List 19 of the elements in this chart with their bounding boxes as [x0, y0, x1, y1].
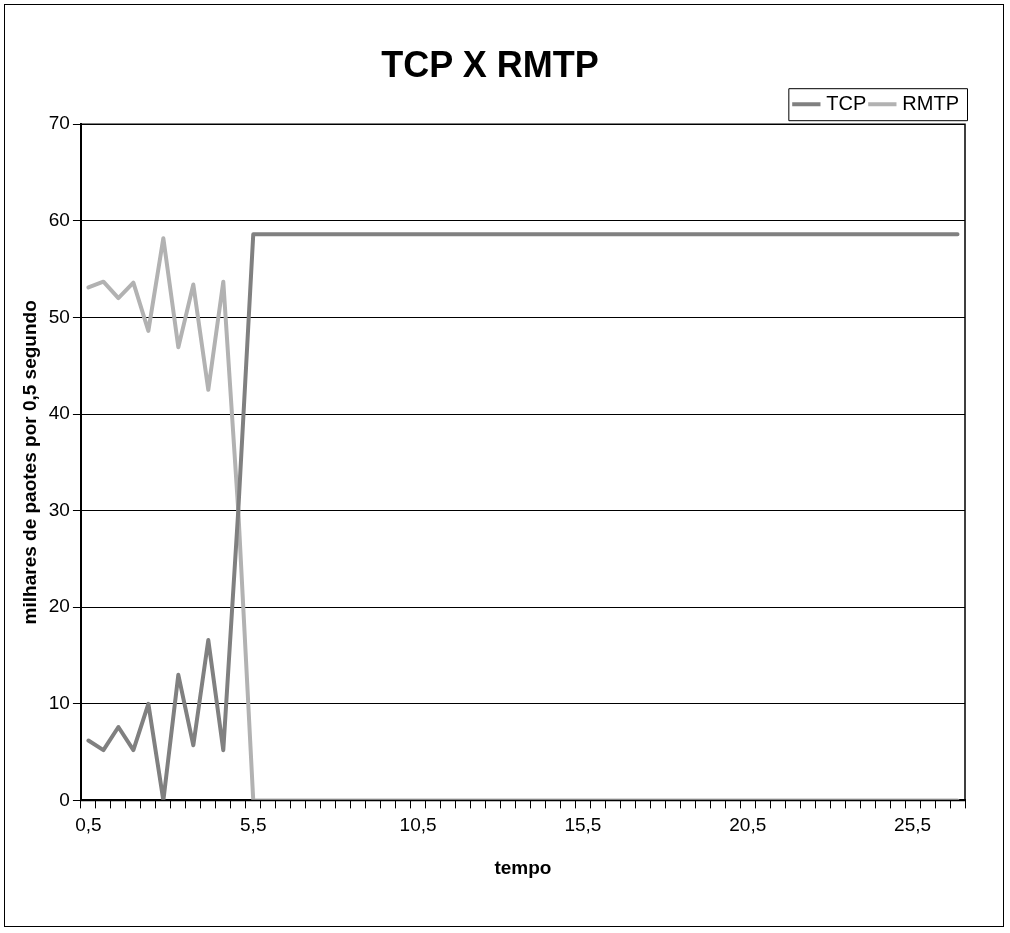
x-tick-label: 0,5 [75, 814, 102, 836]
x-axis-title: tempo [494, 856, 552, 878]
y-tick-label: 40 [48, 402, 70, 424]
x-tick-label: 15,5 [564, 814, 602, 836]
legend-label: TCP [826, 91, 867, 114]
y-tick-label: 70 [48, 112, 70, 134]
x-tick-label: 25,5 [894, 814, 932, 836]
y-tick-label: 60 [48, 209, 70, 231]
chart-title: TCP X RMTP [381, 43, 599, 85]
y-tick-label: 20 [48, 595, 70, 617]
x-tick-label: 5,5 [240, 814, 267, 836]
y-tick-label: 0 [59, 788, 70, 810]
y-tick-label: 50 [48, 305, 70, 327]
legend-label: RMTP [902, 91, 960, 114]
y-axis-title: milhares de paotes por 0,5 segundo [18, 300, 40, 625]
x-tick-label: 10,5 [399, 814, 437, 836]
y-tick-label: 30 [48, 498, 70, 520]
x-tick-label: 20,5 [729, 814, 767, 836]
y-tick-label: 10 [48, 692, 70, 714]
